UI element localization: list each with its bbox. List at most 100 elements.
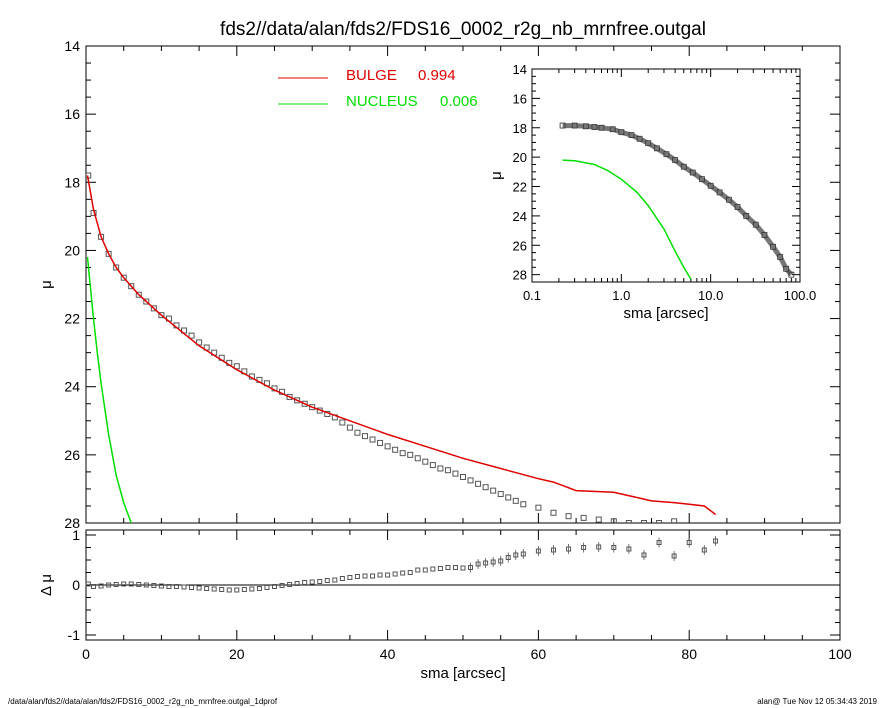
res-data-point [173, 584, 179, 589]
main-data-point [301, 400, 308, 407]
main-data-point [369, 436, 376, 443]
main-data-point [437, 465, 444, 472]
res-data-point [143, 582, 149, 588]
res-data-point [272, 584, 277, 589]
inset-ytick-label: 18 [513, 121, 527, 136]
inset-ytick-label: 14 [513, 62, 527, 77]
main-data-point [384, 443, 391, 450]
main-data-point [595, 516, 602, 523]
main-ytick-label: 16 [64, 106, 80, 122]
main-data-point [482, 484, 489, 491]
main-data-point [113, 264, 120, 271]
res-ytick-label: -1 [68, 627, 81, 643]
main-data-point [656, 520, 663, 523]
res-data-point [136, 582, 142, 587]
res-data-point [264, 585, 270, 590]
inset-xtick-label: 0.1 [523, 288, 541, 303]
inset-ytick-label: 28 [513, 268, 527, 283]
main-data-point [671, 518, 678, 523]
legend-nucleus-value: 0.006 [440, 93, 478, 110]
main-data-point [422, 458, 429, 465]
res-data-point [234, 587, 240, 593]
inset-x-axis-label: sma [arcsec] [623, 305, 708, 322]
main-ytick-label: 20 [64, 242, 80, 258]
main-data-point [392, 446, 399, 453]
main-data-point [158, 312, 165, 319]
inset-data-point [777, 254, 784, 260]
main-data-point [294, 397, 301, 404]
main-data-point [610, 518, 617, 523]
inset-ytick-label: 16 [513, 91, 527, 106]
main-ytick-label: 22 [64, 311, 80, 327]
main-data-point [512, 497, 519, 504]
res-data-point [287, 582, 293, 587]
main-data-point [467, 477, 474, 484]
res-data-point [324, 578, 330, 583]
main-profile-panel: 14 16 18 20 22 24 26 28 μ [38, 38, 841, 531]
main-ytick-label: 28 [64, 515, 80, 531]
main-data-point [105, 250, 112, 257]
res-data-point [241, 587, 247, 592]
res-data-point [204, 586, 210, 591]
main-data-point [399, 450, 406, 457]
main-ytick-label: 26 [64, 447, 80, 463]
inset-data-point [582, 123, 589, 130]
main-data-point [414, 455, 421, 462]
res-data-point [279, 583, 285, 588]
chart-title: fds2//data/alan/fds2/FDS16_0002_r2g_nb_m… [220, 19, 706, 40]
inset-data-point [636, 135, 643, 142]
main-data-point [460, 474, 466, 481]
main-ytick-label: 14 [64, 38, 80, 54]
res-data-point [211, 586, 217, 592]
inset-xtick-label: 1.0 [612, 288, 630, 303]
main-data-point [309, 404, 316, 411]
res-data-point [430, 566, 436, 572]
res-data-point [226, 587, 232, 593]
res-data-point [339, 576, 345, 581]
inset-log-panel: 14 16 18 20 22 24 26 28 0.1 1.0 10.0 100.0 sma [arcs… [488, 62, 816, 322]
main-data-point [361, 433, 368, 440]
inset-data-point [743, 212, 750, 219]
main-data-point [535, 504, 542, 511]
inset-data-point [734, 204, 741, 210]
footer-filename: /data/alan/fds2//data/alan/fds2/FDS16_00… [8, 697, 278, 706]
inset-nucleus-line [562, 159, 692, 280]
res-data-point [128, 581, 134, 587]
main-data-point [354, 429, 361, 436]
main-data-point [429, 462, 436, 469]
main-data-point [407, 451, 414, 458]
main-data-point [452, 470, 459, 477]
res-data-point [385, 572, 391, 578]
main-data-point [150, 305, 157, 312]
inset-data-point [689, 169, 696, 176]
inset-data-point [726, 196, 732, 203]
main-data-point [377, 439, 384, 446]
res-data-point [196, 585, 202, 591]
res-data-point [249, 586, 255, 592]
res-xtick-label: 0 [82, 646, 90, 662]
res-data-point [347, 575, 353, 580]
res-data-point [166, 584, 172, 589]
inset-data-point [788, 271, 795, 278]
main-data-point [188, 332, 195, 339]
inset-data-point [699, 176, 705, 183]
main-data-point [135, 291, 142, 298]
main-ytick-label: 24 [64, 379, 80, 395]
main-data-point [120, 274, 127, 281]
res-xtick-label: 100 [828, 646, 852, 662]
inset-data-point [783, 265, 790, 272]
inset-ytick-label: 24 [513, 209, 527, 224]
res-data-point [181, 584, 187, 590]
res-xtick-label: 80 [681, 646, 697, 662]
inset-ytick-label: 26 [513, 238, 527, 253]
res-data-point [317, 579, 323, 584]
res-data-point [85, 581, 91, 587]
inset-data-point [716, 189, 723, 196]
main-data-point [640, 520, 647, 523]
res-data-point [422, 567, 428, 573]
main-data-point [505, 494, 512, 501]
inset-data-point [672, 157, 679, 163]
main-data-point [497, 491, 504, 498]
